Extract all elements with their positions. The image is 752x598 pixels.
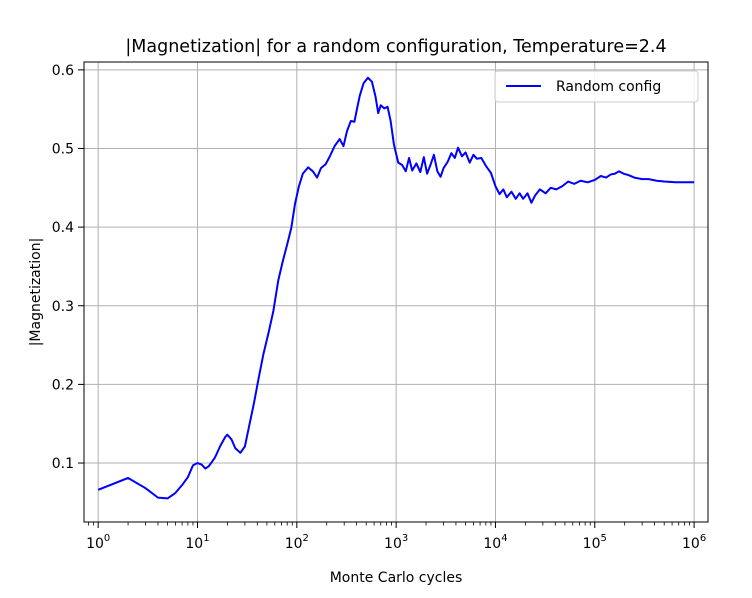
x-tick-label-base: 10	[285, 536, 303, 552]
x-tick-label-base: 10	[583, 536, 601, 552]
x-tick-label: 102	[285, 533, 309, 552]
x-tick-label-base: 10	[86, 536, 104, 552]
y-axis-label: |Magnetization|	[28, 238, 44, 347]
y-tick-label: 0.3	[52, 299, 74, 315]
x-tick-label: 106	[682, 533, 706, 552]
chart-title: |Magnetization| for a random configurati…	[125, 37, 666, 57]
y-tick-label: 0.4	[52, 220, 74, 236]
legend-label: Random config	[556, 79, 661, 95]
series-line-0	[97, 76, 695, 500]
x-tick-label-exponent: 3	[402, 533, 408, 544]
x-tick-label: 103	[384, 533, 408, 552]
x-tick-label-exponent: 4	[501, 533, 507, 544]
x-tick-label-base: 10	[682, 536, 700, 552]
x-tick-label-base: 10	[384, 536, 402, 552]
x-tick-label-exponent: 1	[203, 533, 209, 544]
y-tick-label: 0.5	[52, 141, 74, 157]
x-axis-label: Monte Carlo cycles	[330, 570, 463, 586]
x-tick-label-exponent: 6	[700, 533, 706, 544]
legend-box	[494, 70, 699, 103]
y-tick-label: 0.2	[52, 377, 74, 393]
y-tick-label: 0.6	[52, 63, 74, 79]
x-tick-label-exponent: 2	[303, 533, 309, 544]
x-tick-label-base: 10	[483, 536, 501, 552]
x-tick-label: 105	[583, 533, 607, 552]
x-axis: 100 101 102 103 104 105 106	[86, 522, 706, 552]
legend: Random config	[494, 70, 699, 103]
x-tick-label-exponent: 0	[104, 533, 110, 544]
grid	[84, 62, 708, 522]
x-tick-label-exponent: 5	[601, 533, 607, 544]
series-layer	[97, 76, 695, 500]
x-tick-label: 104	[483, 533, 507, 552]
y-tick-label: 0.1	[52, 456, 74, 472]
x-tick-label: 101	[185, 533, 209, 552]
x-tick-label: 100	[86, 533, 110, 552]
y-axis: 0.1 0.2 0.3 0.4 0.5 0.6	[52, 63, 84, 472]
x-tick-label-base: 10	[185, 536, 203, 552]
